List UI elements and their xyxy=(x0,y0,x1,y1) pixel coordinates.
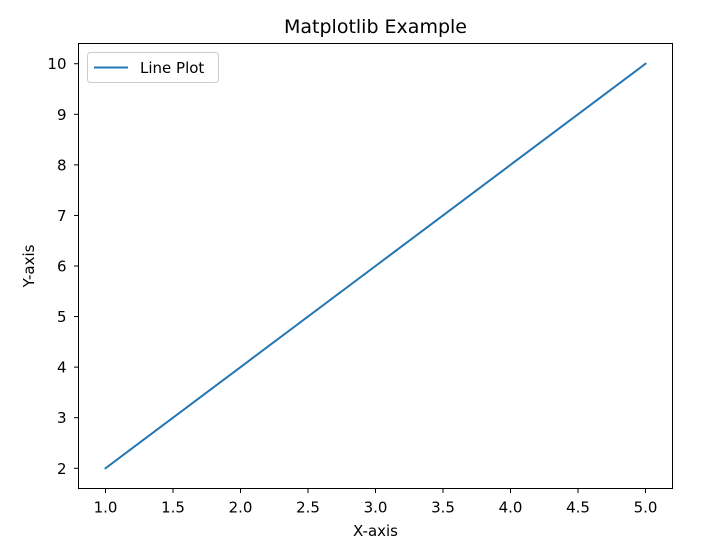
series-line-0 xyxy=(104,62,647,470)
chart-title: Matplotlib Example xyxy=(284,16,467,38)
x-tick-label-4.0: 4.0 xyxy=(499,499,523,517)
x-tick-label-1.5: 1.5 xyxy=(161,499,185,517)
plot-area-frame xyxy=(78,43,673,489)
x-tick-label-5.0: 5.0 xyxy=(634,499,658,517)
x-tick-label-3.0: 3.0 xyxy=(364,499,388,517)
y-axis-ticks: 2 3 4 5 6 7 8 9 10 xyxy=(47,55,79,478)
x-tick-label-3.5: 3.5 xyxy=(431,499,455,517)
legend: Line Plot xyxy=(87,52,219,83)
y-tick-label-3: 3 xyxy=(57,409,67,427)
series-layer xyxy=(104,62,647,470)
y-axis-label: Y-axis xyxy=(20,244,38,288)
y-tick-label-7: 7 xyxy=(57,207,67,225)
x-tick-label-2.0: 2.0 xyxy=(229,499,253,517)
y-tick-label-4: 4 xyxy=(57,359,67,377)
x-axis-ticks: 1.0 1.5 2.0 2.5 3.0 3.5 4.0 4.5 5.0 xyxy=(94,488,658,517)
y-tick-label-10: 10 xyxy=(47,55,66,73)
y-tick-label-9: 9 xyxy=(57,106,67,124)
y-tick-label-2: 2 xyxy=(57,460,67,478)
legend-box xyxy=(87,52,219,83)
legend-label-line-plot: Line Plot xyxy=(140,59,204,77)
x-tick-label-4.5: 4.5 xyxy=(566,499,590,517)
y-tick-label-6: 6 xyxy=(57,258,67,276)
x-tick-label-1.0: 1.0 xyxy=(94,499,118,517)
y-tick-label-8: 8 xyxy=(57,156,67,174)
x-tick-label-2.5: 2.5 xyxy=(296,499,320,517)
y-tick-label-5: 5 xyxy=(57,308,67,326)
x-axis-label: X-axis xyxy=(353,522,398,540)
